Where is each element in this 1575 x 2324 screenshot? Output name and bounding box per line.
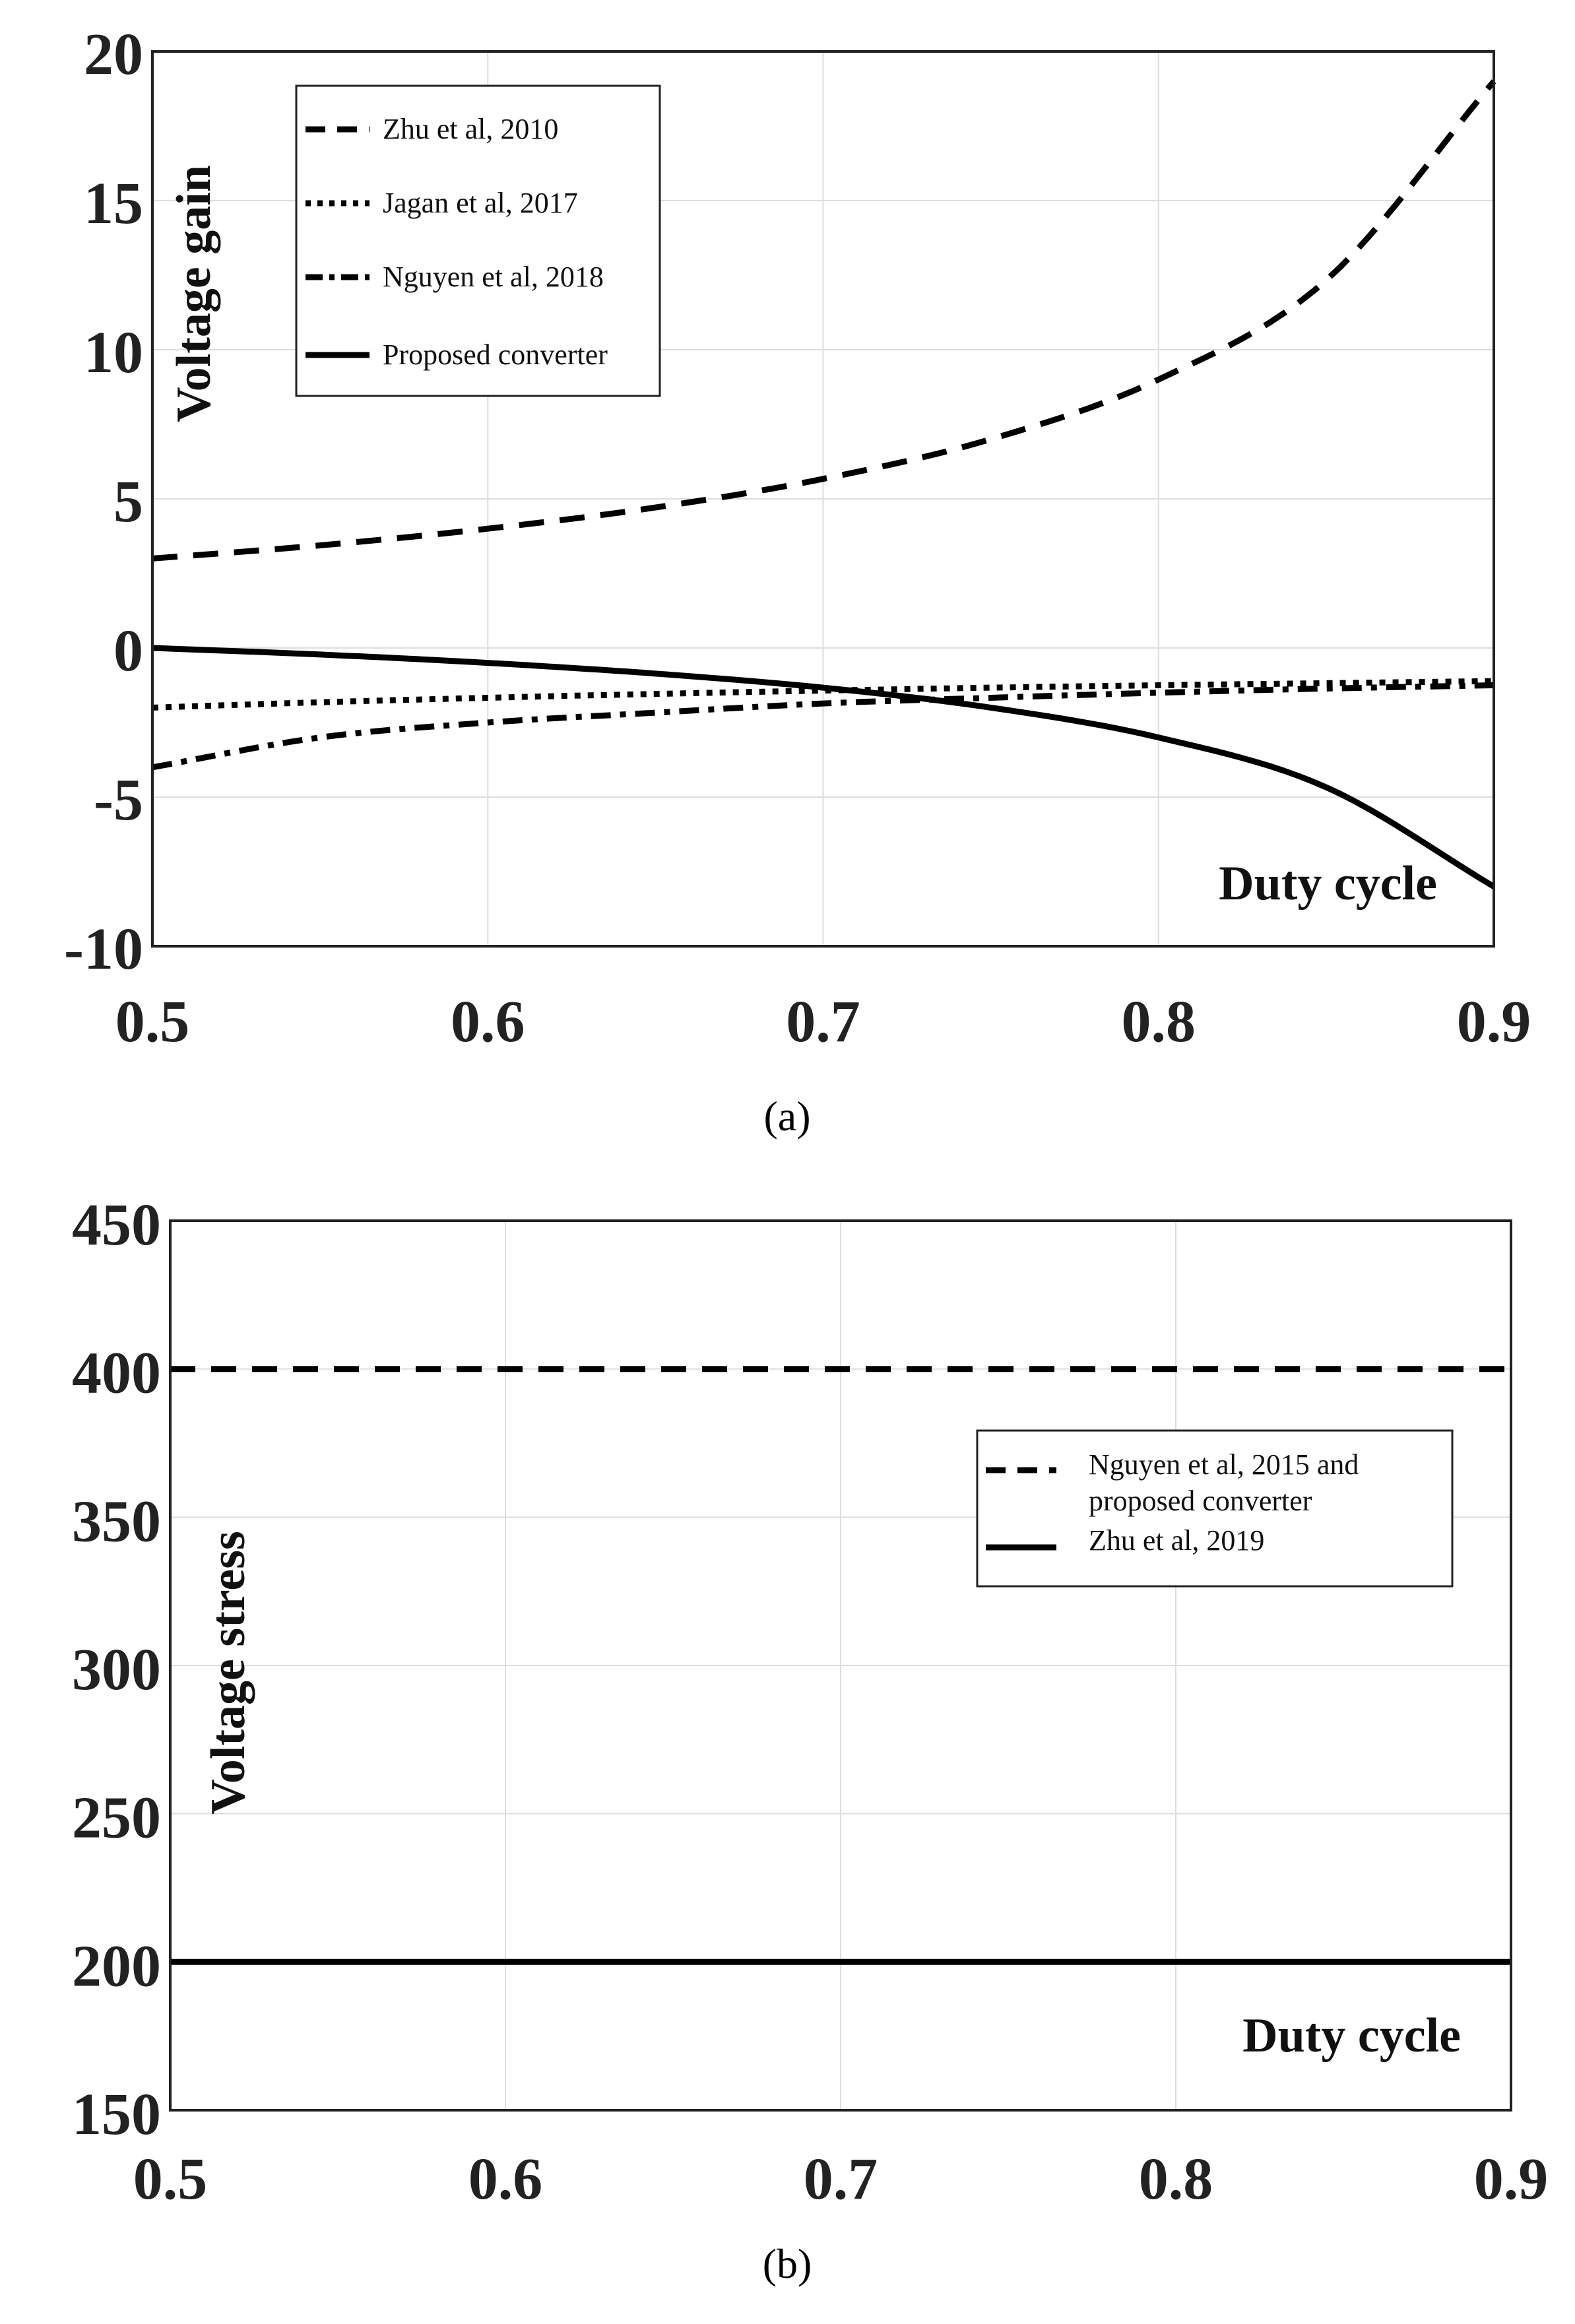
legend-label: Zhu et al, 2010	[383, 113, 558, 145]
x-tick-label: 0.8	[1139, 2146, 1213, 2212]
y-tick-label: -5	[94, 767, 143, 833]
y-tick-label: 20	[84, 22, 143, 87]
y-tick-label: 15	[84, 171, 143, 236]
x-tick-label: 0.5	[133, 2146, 208, 2212]
x-tick-label: 0.9	[1474, 2146, 1549, 2212]
legend-label: Jagan et al, 2017	[383, 187, 578, 219]
legend-label: Nguyen et al, 2015 and	[1089, 1448, 1359, 1481]
legend: Nguyen et al, 2015 and proposed converter…	[976, 1429, 1454, 1588]
x-tick-label: 0.6	[468, 2146, 543, 2212]
x-axis-label: Duty cycle	[1219, 856, 1437, 911]
legend-label: Nguyen et al, 2018	[383, 261, 604, 293]
y-tick-label: 350	[72, 1489, 161, 1554]
y-axis-label: Voltage stress	[201, 1531, 255, 1815]
y-tick-label: 150	[72, 2082, 161, 2147]
y-tick-label: 250	[72, 1786, 161, 1851]
x-axis-label: Duty cycle	[1242, 2009, 1461, 2063]
x-tick-label: 0.7	[786, 989, 860, 1054]
y-tick-label: 200	[72, 1933, 161, 1999]
y-tick-label: 400	[72, 1341, 161, 1406]
series-line-nguyen-et-al-2018	[152, 682, 1495, 771]
plot-frame	[169, 1219, 1512, 2112]
legend: Zhu et al, 2010 Jagan et al, 2017 Nguyen e…	[295, 84, 661, 397]
x-tick-label: 0.9	[1457, 989, 1531, 1054]
y-tick-label: 0	[113, 618, 143, 684]
chart-a: 0.5 0.6 0.7 0.8 0.9 -10 -5 0 5 10 15 20 Voltage gain…	[64, 22, 1531, 1140]
figure-caption: (b)	[763, 2240, 812, 2287]
y-tick-label: 10	[84, 320, 143, 385]
x-tick-label: 0.7	[804, 2146, 878, 2212]
chart-b: 0.5 0.6 0.7 0.8 0.9 150 200 250 300 350 400 450 Volt…	[72, 1192, 1548, 2287]
legend-box	[295, 84, 661, 397]
series-line-proposed-converter	[152, 645, 1496, 889]
plot-frame	[151, 50, 1495, 948]
legend-label: Proposed converter	[383, 339, 608, 371]
y-tick-label: 5	[113, 469, 143, 534]
legend-label: Zhu et al, 2019	[1089, 1524, 1264, 1557]
y-tick-label: 450	[72, 1192, 161, 1258]
y-tick-label: -10	[64, 917, 143, 982]
x-tick-label: 0.5	[115, 989, 190, 1054]
series-line-zhu-et-al-2010	[152, 79, 1496, 562]
legend-label: proposed converter	[1089, 1485, 1312, 1517]
y-axis-label: Voltage gain	[167, 165, 221, 422]
legend-box	[976, 1429, 1454, 1588]
x-tick-label: 0.6	[451, 989, 525, 1054]
figure-caption: (a)	[763, 1093, 810, 1140]
x-tick-label: 0.8	[1122, 989, 1196, 1054]
y-tick-label: 300	[72, 1637, 161, 1702]
